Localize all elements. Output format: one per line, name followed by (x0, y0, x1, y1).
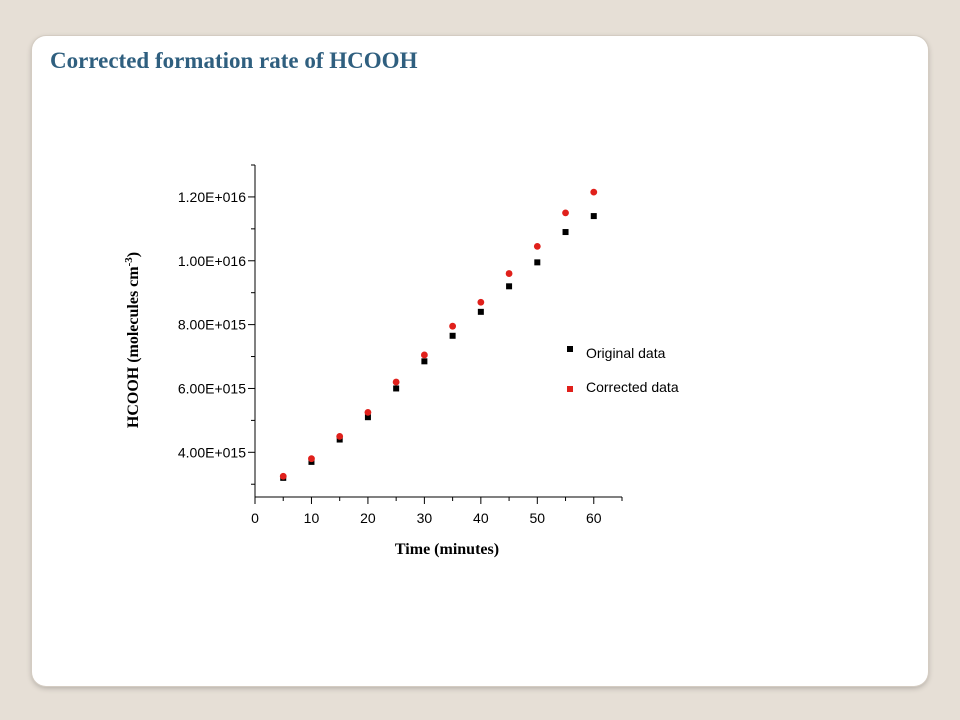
corrected-data-point (308, 455, 315, 463)
legend-marker-original (567, 346, 573, 352)
y-axis-title-close: ) (125, 252, 142, 257)
legend-label-original: Original data (586, 345, 666, 361)
x-tick-label: 0 (251, 510, 259, 526)
legend-label-corrected: Corrected data (586, 379, 679, 395)
corrected-data-point (562, 209, 569, 217)
corrected-data-point (449, 322, 457, 330)
x-tick-label: 30 (417, 510, 433, 526)
original-data-point (393, 385, 400, 392)
corrected-data-point (590, 188, 598, 196)
original-data-point (364, 414, 371, 421)
y-tick-label: 1.00E+016 (178, 253, 246, 269)
y-axis-title-superscript: -3 (123, 257, 135, 267)
x-tick-label: 10 (304, 510, 320, 526)
slide-title: Corrected formation rate of HCOOH (50, 48, 418, 73)
corrected-data-point (420, 351, 428, 359)
y-axis-title-main: HCOOH (molecules cm (125, 266, 142, 428)
corrected-data-point (392, 378, 400, 386)
y-tick-label: 6.00E+015 (178, 380, 246, 396)
x-axis-title: Time (minutes) (395, 541, 499, 558)
original-data-point (449, 332, 456, 339)
x-tick-label: 20 (360, 510, 376, 526)
slide-panel: Corrected formation rate of HCOOH (32, 36, 928, 686)
corrected-data-point (336, 432, 344, 440)
y-axis-ticks: 4.00E+015 6.00E+015 8.00E+015 1.00E+016 1.20… (178, 164, 255, 485)
x-tick-label: 50 (530, 510, 546, 526)
chart-legend: Original data Corrected data (567, 345, 679, 395)
original-data-point (590, 213, 597, 220)
y-tick-label: 1.20E+016 (178, 189, 246, 205)
y-tick-label: 8.00E+015 (178, 317, 246, 333)
legend-marker-corrected (567, 386, 573, 392)
original-data-point (562, 229, 569, 236)
corrected-data-point (279, 472, 287, 480)
x-axis-ticks: 0 10 20 30 40 50 60 (251, 497, 623, 526)
x-tick-label: 40 (473, 510, 489, 526)
original-data-point (477, 308, 484, 315)
corrected-data-point (505, 270, 513, 277)
data-points (279, 188, 598, 481)
corrected-data-point (533, 243, 541, 250)
corrected-data-point (477, 298, 485, 306)
y-axis-title: HCOOH (molecules cm-3) (123, 252, 142, 428)
corrected-data-point (364, 409, 372, 416)
original-data-point (534, 259, 541, 266)
original-data-point (421, 358, 428, 365)
original-data-point (506, 283, 513, 290)
y-tick-label: 4.00E+015 (178, 444, 246, 460)
x-tick-label: 60 (586, 510, 602, 526)
chart-axes (254, 165, 622, 498)
